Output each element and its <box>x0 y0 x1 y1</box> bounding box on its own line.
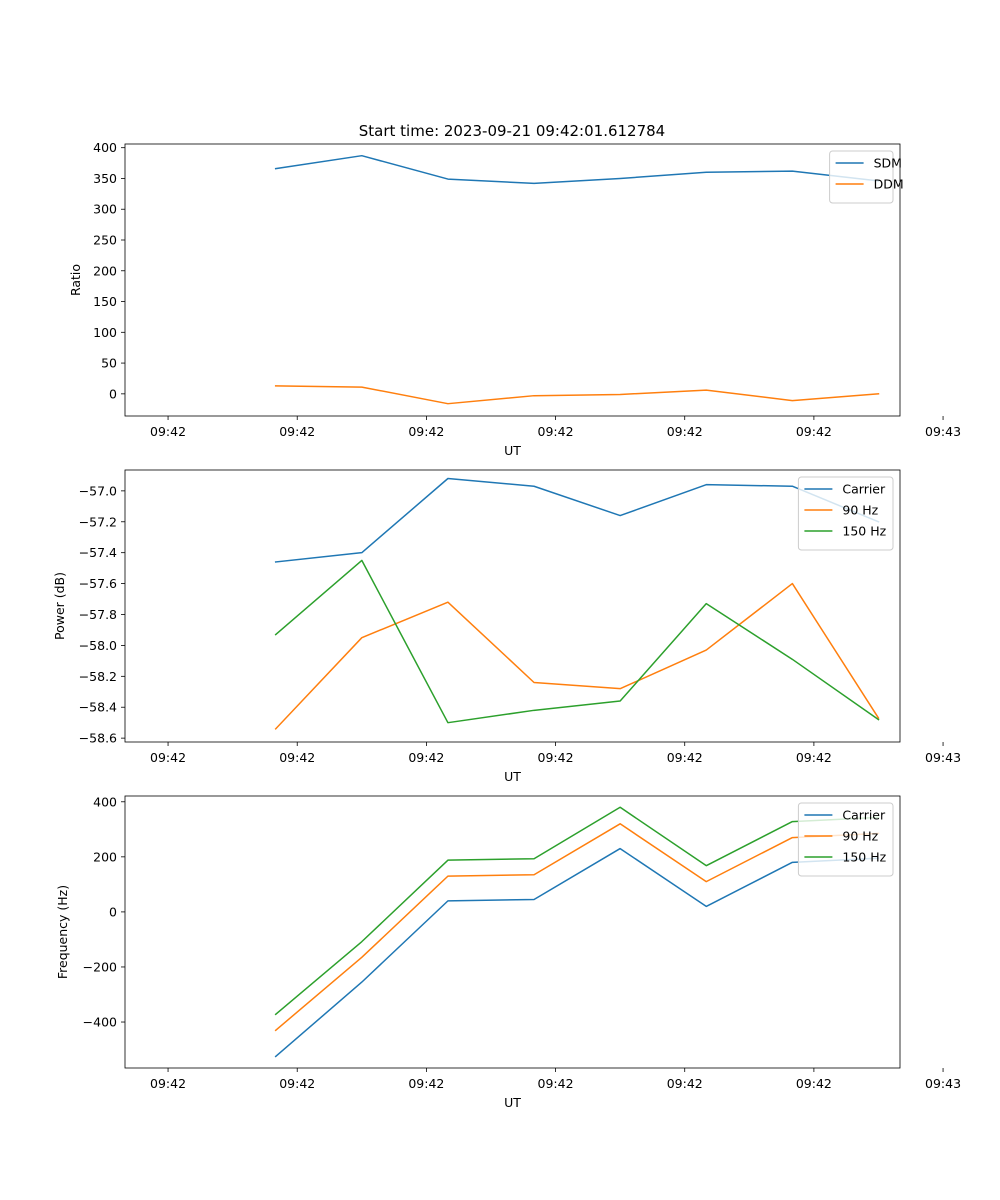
figure-title: Start time: 2023-09-21 09:42:01.612784 <box>359 122 665 140</box>
legend: SDM DDM <box>829 150 904 204</box>
y-axis-label: Power (dB) <box>52 572 67 640</box>
x-tick-label: 09:42 <box>279 424 315 439</box>
x-tick-label: 09:42 <box>667 424 703 439</box>
x-tick-label: 09:43 <box>925 1076 961 1091</box>
y-tick-label: −57.6 <box>79 576 117 591</box>
series-line-carrier <box>274 477 880 563</box>
y-tick-label: 0 <box>109 904 117 919</box>
subplot-2: 09:42 09:42 09:42 09:42 09:42 09:42 09:43 −58.6… <box>52 469 961 784</box>
series-line-ddm <box>274 385 880 405</box>
y-tick-label: −57.0 <box>79 483 117 498</box>
series-group <box>274 154 880 405</box>
x-tick-label: 09:42 <box>150 1076 186 1091</box>
y-axis-label: Frequency (Hz) <box>55 885 70 979</box>
y-tick-label: −57.2 <box>79 514 117 529</box>
legend-label: SDM <box>874 156 902 171</box>
legend: Carrier 90 Hz 150 Hz <box>797 476 894 551</box>
series-line-90-hz <box>274 823 880 1032</box>
x-axis-label: UT <box>504 443 521 458</box>
x-tick-label: 09:42 <box>408 1076 444 1091</box>
y-tick-label: −57.8 <box>79 607 117 622</box>
x-tick-label: 09:42 <box>408 424 444 439</box>
y-tick-label: −58.6 <box>79 731 117 746</box>
y-tick-label: 350 <box>93 171 117 186</box>
x-tick-label: 09:42 <box>538 1076 574 1091</box>
y-tick-label: 100 <box>93 325 117 340</box>
x-tick-label: 09:42 <box>279 1076 315 1091</box>
x-axis-label: UT <box>504 769 521 784</box>
y-tick-label: 400 <box>93 140 117 155</box>
legend-label: DDM <box>874 177 904 192</box>
series-group <box>274 477 880 730</box>
series-group <box>274 806 880 1058</box>
x-tick-label: 09:42 <box>150 424 186 439</box>
x-tick-label: 09:42 <box>796 1076 832 1091</box>
x-tick-label: 09:43 <box>925 424 961 439</box>
y-tick-label: −58.0 <box>79 638 117 653</box>
x-tick-label: 09:42 <box>538 750 574 765</box>
y-tick-label: 50 <box>101 356 117 371</box>
legend-label: Carrier <box>842 808 886 823</box>
y-tick-label: −58.4 <box>79 700 117 715</box>
x-axis-label: UT <box>504 1095 521 1110</box>
y-tick-label: 200 <box>93 849 117 864</box>
series-line-150-hz <box>274 806 880 1016</box>
legend: Carrier 90 Hz 150 Hz <box>797 802 894 877</box>
axes-frame <box>124 143 901 417</box>
legend-label: 150 Hz <box>842 850 886 865</box>
series-line-150-hz <box>274 559 880 724</box>
subplot-1: 09:42 09:42 09:42 09:42 09:42 09:42 09:43 0 50 10… <box>68 140 961 458</box>
x-tick-label: 09:42 <box>408 750 444 765</box>
y-tick-label: 0 <box>109 386 117 401</box>
y-tick-label: 150 <box>93 294 117 309</box>
x-tick-label: 09:42 <box>538 424 574 439</box>
axes-frame <box>124 469 901 743</box>
y-tick-label: 400 <box>93 794 117 809</box>
x-tick-label: 09:42 <box>667 1076 703 1091</box>
legend-box <box>829 150 894 204</box>
subplot-3: 09:42 09:42 09:42 09:42 09:42 09:42 09:43 −400 −… <box>55 794 961 1110</box>
x-tick-label: 09:42 <box>150 750 186 765</box>
y-axis-label: Ratio <box>68 264 83 296</box>
series-line-carrier <box>274 847 880 1058</box>
x-tick-label: 09:42 <box>279 750 315 765</box>
subplots: 09:42 09:42 09:42 09:42 09:42 09:42 09:43 0 50 10… <box>52 140 961 1110</box>
x-tick-label: 09:42 <box>796 424 832 439</box>
y-tick-label: −58.2 <box>79 669 117 684</box>
legend-label: 150 Hz <box>842 524 886 539</box>
x-tick-label: 09:43 <box>925 750 961 765</box>
x-tick-label: 09:42 <box>667 750 703 765</box>
y-tick-label: −200 <box>83 959 117 974</box>
axes-frame <box>124 795 901 1069</box>
legend-label: Carrier <box>842 482 886 497</box>
y-tick-label: −400 <box>83 1015 117 1030</box>
x-tick-label: 09:42 <box>796 750 832 765</box>
y-tick-label: 200 <box>93 263 117 278</box>
series-line-90-hz <box>274 582 880 730</box>
y-tick-label: −57.4 <box>79 545 117 560</box>
y-tick-label: 300 <box>93 202 117 217</box>
legend-label: 90 Hz <box>842 503 878 518</box>
y-tick-label: 250 <box>93 233 117 248</box>
series-line-sdm <box>274 154 880 185</box>
legend-label: 90 Hz <box>842 829 878 844</box>
